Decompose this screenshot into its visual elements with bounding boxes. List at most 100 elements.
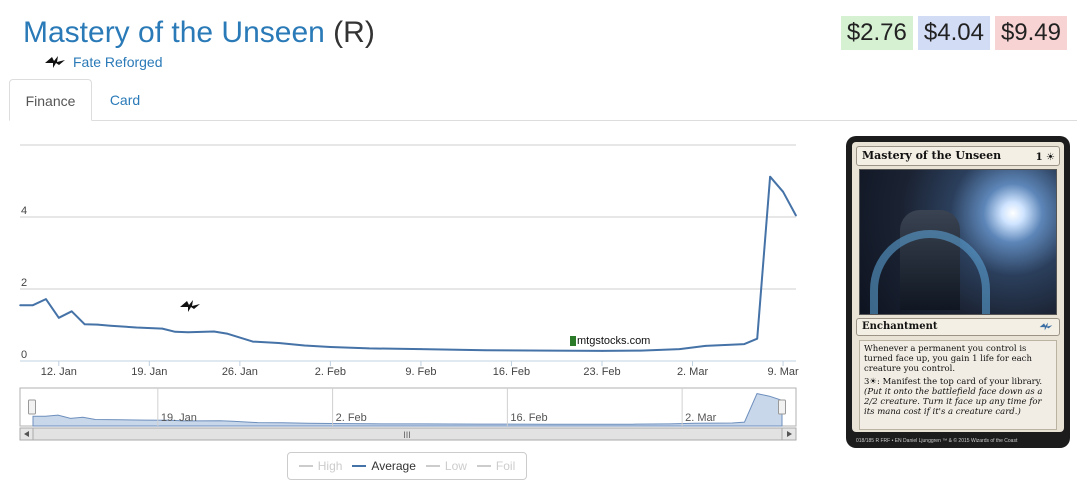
page-title: Mastery of the Unseen (R) [23,14,375,52]
legend-swatch-high [298,465,313,467]
fate-reforged-set-icon [45,56,65,68]
average-price-point [83,323,86,326]
price-chart-svg: 0 2 4 12. Jan 19. Jan 26. Jan 2. Feb 9. Feb 16. … [19,144,799,441]
chart-watermark: mtgstocks.com [577,335,650,347]
x-tick-label: 26. Jan [222,366,258,378]
scroll-right-arrow-icon [787,431,792,437]
card-name-bar: Mastery of the Unseen 1 ☀ [856,146,1060,166]
legend-item-average[interactable]: Average [352,459,416,473]
average-price-point [252,340,254,343]
set-link[interactable]: Fate Reforged [73,54,163,70]
y-tick-label: 2 [21,277,27,289]
card-set-symbol-icon [1039,322,1053,331]
legend-item-foil[interactable]: Foil [476,459,516,473]
average-price-point [756,337,758,340]
card-type-bar: Enchantment [856,318,1060,336]
navigator-tick-label: 16. Feb [510,412,547,424]
legend-swatch-foil [476,465,491,467]
card-rules-ability: 3☀: Manifest the top card of your librar… [864,377,1043,387]
card-art [859,169,1057,315]
average-price-point [174,331,176,333]
average-price-point [32,304,34,306]
average-price-point [45,298,47,300]
navigator-tick-label: 2. Feb [336,412,367,424]
x-tick-label: 2. Mar [677,366,709,378]
average-price-point [769,175,771,178]
legend-item-high[interactable]: High [298,459,343,473]
chart-legend: High Average Low Foil [287,452,527,480]
average-price-point [795,214,797,217]
navigator-area [32,393,783,427]
card-reminder-text: (Put it onto the battlefield face down a… [864,387,1043,417]
scroll-left-arrow-icon [24,431,29,437]
x-tick-label: 2. Feb [315,366,346,378]
y-tick-label: 0 [21,349,27,361]
x-tick-label: 19. Jan [131,366,167,378]
y-tick-label: 4 [21,205,27,217]
x-tick-label: 9. Mar [767,366,799,378]
average-price-point [277,342,280,344]
average-price-point [549,349,552,352]
average-price-point [420,348,422,350]
chart-set-release-icon [180,300,200,312]
navigator-left-handle[interactable] [28,399,36,415]
price-chart: 0 2 4 12. Jan 19. Jan 26. Jan 2. Feb 9. Feb 16. … [0,130,810,485]
card-rules-paragraph-1: Whenever a permanent you control is turn… [864,344,1032,374]
average-price-point [161,327,164,330]
high-price-badge: $9.49 [994,16,1067,50]
average-price-point [109,324,112,327]
tab-finance[interactable]: Finance [9,79,92,121]
navigator-tick-label: 19. Jan [161,412,197,424]
x-tick-label: 16. Feb [493,366,530,378]
average-price-point [58,317,60,319]
average-price-point [19,304,21,306]
card-name: Mastery of the Unseen [23,16,325,49]
card-mana-cost: 1 ☀ [1035,152,1055,163]
navigator-right-handle[interactable] [778,399,786,415]
card-image-name: Mastery of the Unseen [862,149,1002,162]
x-tick-label: 23. Feb [583,366,620,378]
average-price-point [782,191,784,193]
average-price-point [640,349,642,352]
card-art-swirl [870,230,990,314]
tab-bar-divider [9,120,1077,121]
card-rules-paragraph-2: 3☀: Manifest the top card of your librar… [864,377,1052,417]
watermark-logo-icon [570,336,576,346]
navigator-tick-label: 2. Mar [685,412,717,424]
legend-item-low[interactable]: Low [425,459,467,473]
card-image: Mastery of the Unseen 1 ☀ Enchantment Wh… [846,136,1070,448]
average-price-point [213,330,215,333]
legend-label-average: Average [371,459,416,473]
legend-label-high: High [317,459,343,473]
average-price-point [96,323,99,326]
card-rules-text: Whenever a permanent you control is turn… [859,340,1057,430]
legend-label-low: Low [444,459,467,473]
average-price-point [484,349,487,351]
card-type-line: Enchantment [862,321,938,332]
legend-label-foil: Foil [495,459,516,473]
scrollbar-grip-icon: III [403,430,411,440]
tab-card[interactable]: Card [109,92,141,108]
low-price-badge: $2.76 [840,16,913,50]
average-price-point [187,331,189,333]
legend-swatch-low [425,465,440,467]
average-price-point [743,343,746,345]
x-tick-label: 12. Jan [41,366,77,378]
rarity-label: (R) [333,16,375,49]
average-price-point [226,332,228,335]
card-frame: Mastery of the Unseen 1 ☀ Enchantment Wh… [852,142,1064,432]
set-row: Fate Reforged [44,52,163,72]
average-price-point [601,350,603,352]
price-badges: $2.76 $4.04 $9.49 [840,16,1067,50]
average-price-point [303,344,306,347]
card-footer: 018/185 R FRF • EN Daniel Ljunggren ™ & … [856,438,1018,444]
average-price-point [70,310,73,313]
tab-bar: Finance Card [9,79,1077,121]
average-price-point [678,348,681,350]
legend-swatch-average [352,465,367,467]
average-price-badge: $4.04 [917,16,990,50]
average-price-point [135,326,138,329]
average-price-point [368,347,371,350]
x-tick-label: 9. Feb [405,366,436,378]
average-price-line [20,175,797,352]
